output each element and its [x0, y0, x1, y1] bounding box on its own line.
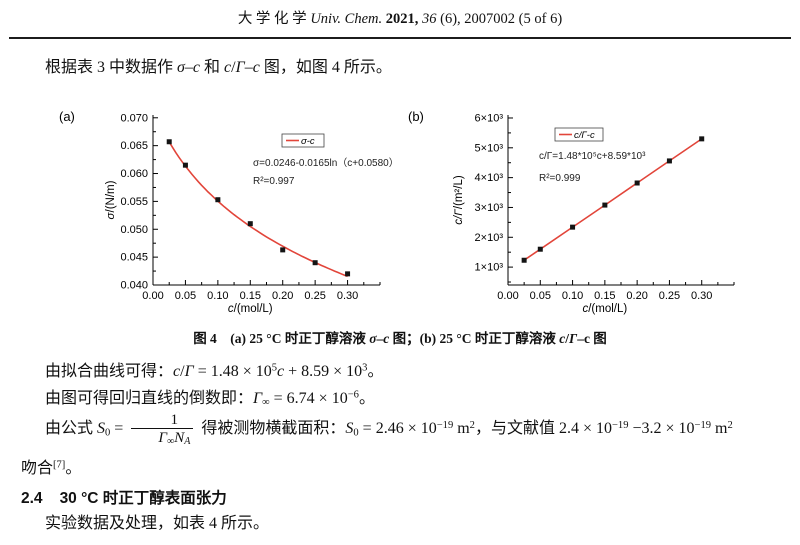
section-title: 30 °C 时正丁醇表面张力 — [59, 490, 227, 507]
annotation-text: R²=0.999 — [539, 173, 581, 184]
legend-label: σ-c — [301, 136, 315, 147]
svg-text:0.20: 0.20 — [272, 290, 293, 302]
legend-label: c/Γ-c — [574, 130, 595, 141]
svg-text:0.060: 0.060 — [120, 168, 148, 180]
section-number: 2.4 — [21, 490, 43, 507]
svg-text:0.25: 0.25 — [659, 290, 680, 302]
svg-text:0.00: 0.00 — [497, 290, 518, 302]
fraction: 1 Γ∞NA — [131, 411, 194, 448]
svg-text:0.25: 0.25 — [304, 290, 325, 302]
svg-text:0.10: 0.10 — [562, 290, 583, 302]
paragraph-table4: 实验数据及处理，如表 4 所示。 — [45, 515, 270, 532]
journal-header: 大 学 化 学 Univ. Chem. 2021, 36 (6), 200700… — [237, 11, 563, 27]
legend: c/Γ-c — [554, 127, 604, 142]
legend: σ-c — [281, 133, 325, 148]
svg-text:3×10³: 3×10³ — [475, 202, 504, 214]
header-rule — [9, 37, 791, 39]
axes — [507, 115, 735, 286]
svg-text:4×10³: 4×10³ — [475, 172, 504, 184]
section-heading: 2.4 30 °C 时正丁醇表面张力 — [21, 486, 227, 508]
svg-text:0.05: 0.05 — [175, 290, 196, 302]
svg-text:0.065: 0.065 — [120, 140, 148, 152]
svg-text:0.05: 0.05 — [530, 290, 551, 302]
svg-text:0.050: 0.050 — [120, 224, 148, 236]
fit-line — [168, 141, 348, 278]
chart-c-over-gamma-c: 0.00 0.05 0.10 0.15 0.20 0.25 0.30 1×10³ 2×10³ 3×… — [408, 109, 735, 315]
panel-label: (b) — [408, 109, 424, 124]
paragraph-cross-section: 由公式 S0 = 1 Γ∞NA 得被测物横截面积：S0 = 2.46 × 10−1… — [45, 411, 733, 448]
x-axis-label: c/(mol/L) — [582, 303, 627, 315]
tick-labels: 0.00 0.05 0.10 0.15 0.20 0.25 0.30 1×10³ 2×10³ 3×… — [475, 112, 713, 302]
svg-text:0.30: 0.30 — [691, 290, 712, 302]
svg-text:0.30: 0.30 — [337, 290, 358, 302]
data-points — [521, 136, 705, 263]
annotation-text: c/Γ=1.48*10⁵c+8.59*10³ — [539, 151, 646, 162]
intro-paragraph: 根据表 3 中数据作 σ–c 和 c/Γ–c 图，如图 4 所示。 — [45, 59, 392, 76]
x-axis-label: c/(mol/L) — [228, 303, 273, 315]
svg-text:0.045: 0.045 — [120, 252, 148, 264]
paragraph-gamma-infinity: 由图可得回归直线的倒数即：Γ∞ = 6.74 × 10−6。 — [45, 389, 375, 409]
svg-text:0.070: 0.070 — [120, 112, 148, 124]
tick-labels: 0.00 0.05 0.10 0.15 0.20 0.25 0.30 0.040 0.045 0.… — [120, 112, 358, 302]
paragraph-fit-equation: 由拟合曲线可得：c/Γ = 1.48 × 105c + 8.59 × 103。 — [45, 362, 384, 380]
svg-text:6×10³: 6×10³ — [475, 112, 504, 124]
svg-text:2×10³: 2×10³ — [475, 232, 504, 244]
y-axis-label: σ/(N/m) — [105, 180, 117, 219]
svg-text:0.10: 0.10 — [207, 290, 228, 302]
panel-label: (a) — [59, 109, 75, 124]
data-points — [166, 139, 351, 277]
paragraph-agreement: 吻合[7]。 — [21, 459, 82, 477]
svg-text:1×10³: 1×10³ — [475, 262, 504, 274]
chart-sigma-c: 0.00 0.05 0.10 0.15 0.20 0.25 0.30 0.040 0.045 0.… — [59, 109, 399, 315]
svg-text:0.15: 0.15 — [594, 290, 615, 302]
annotation-text: R²=0.997 — [253, 176, 295, 187]
annotation-text: σ=0.0246-0.0165ln（c+0.0580） — [253, 157, 399, 169]
figure-caption: 图 4 (a) 25 °C 时正丁醇溶液 σ–c 图；(b) 25 °C 时正丁… — [193, 331, 607, 346]
svg-text:0.20: 0.20 — [626, 290, 647, 302]
svg-text:0.15: 0.15 — [240, 290, 261, 302]
svg-text:0.055: 0.055 — [120, 196, 148, 208]
svg-text:5×10³: 5×10³ — [475, 142, 504, 154]
y-axis-label: c/Γ/(m²/L) — [453, 175, 465, 225]
svg-text:0.00: 0.00 — [142, 290, 163, 302]
svg-text:0.040: 0.040 — [120, 280, 148, 292]
axes — [152, 115, 381, 286]
